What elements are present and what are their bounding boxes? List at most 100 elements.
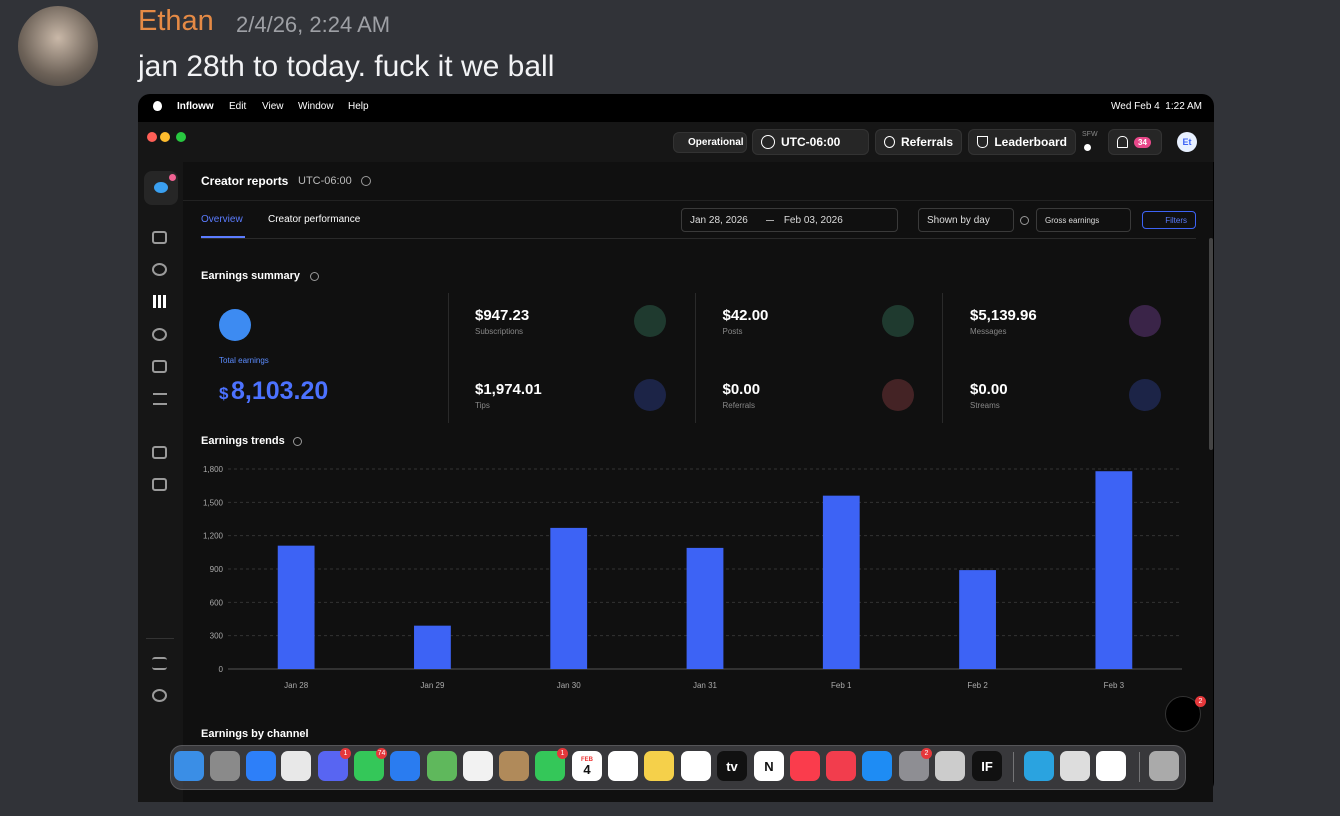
dock-app[interactable] xyxy=(463,751,493,781)
apple-logo xyxy=(153,101,162,111)
date-range[interactable]: Jan 28, 2026 Feb 03, 2026 xyxy=(681,208,898,232)
menu-clock: Wed Feb 4 1:22 AM xyxy=(1111,101,1202,112)
nav-contacts[interactable] xyxy=(152,446,167,459)
referrals-button[interactable]: Referrals xyxy=(875,129,962,155)
dock-app[interactable] xyxy=(174,751,204,781)
nav-analytics[interactable] xyxy=(152,360,167,373)
logo-mark xyxy=(154,182,168,193)
status-pill[interactable]: Operational xyxy=(673,132,747,153)
dock-app[interactable] xyxy=(427,751,457,781)
timestamp: 2/4/26, 2:24 AM xyxy=(236,12,391,37)
info-icon[interactable] xyxy=(310,272,319,281)
dock-app[interactable] xyxy=(390,751,420,781)
dock-app[interactable]: tv xyxy=(717,751,747,781)
dock-app[interactable] xyxy=(790,751,820,781)
nav-dashboard[interactable] xyxy=(152,231,167,244)
timezone-button[interactable]: UTC-06:00 xyxy=(752,129,869,155)
menu-app: Infloww xyxy=(177,101,214,112)
leaderboard-button[interactable]: Leaderboard xyxy=(968,129,1076,155)
sfw-toggle[interactable] xyxy=(1084,144,1091,151)
dock-app[interactable] xyxy=(1096,751,1126,781)
dock-separator xyxy=(1139,752,1140,782)
dock-app[interactable] xyxy=(935,751,965,781)
main-panel xyxy=(183,162,1213,802)
nav-documents[interactable] xyxy=(152,478,167,491)
dock-app[interactable] xyxy=(1024,751,1054,781)
bar xyxy=(414,625,451,669)
user-avatar[interactable]: Et xyxy=(1177,132,1197,152)
x-tick-label: Jan 30 xyxy=(557,681,582,690)
dock-app[interactable] xyxy=(862,751,892,781)
summary-icon xyxy=(881,379,914,411)
page-title: Creator reports xyxy=(201,174,289,188)
summary-value: $0.00 xyxy=(970,381,1008,398)
dock-app[interactable] xyxy=(608,751,638,781)
tab[interactable]: Creator performance xyxy=(268,214,361,225)
scrollbar[interactable] xyxy=(1209,238,1213,450)
nav-reports[interactable] xyxy=(153,295,167,308)
summary-value: $947.23 xyxy=(475,307,530,324)
section-title: Earnings summary xyxy=(201,270,301,282)
nav-messages[interactable] xyxy=(152,328,167,341)
minimize-button[interactable] xyxy=(160,132,170,142)
dock-app[interactable] xyxy=(499,751,529,781)
summary-divider xyxy=(448,293,449,423)
dock-app[interactable] xyxy=(826,751,856,781)
tabs-divider xyxy=(201,238,1196,239)
dock-app[interactable] xyxy=(1149,751,1179,781)
nav-help[interactable] xyxy=(152,689,167,702)
info-icon[interactable] xyxy=(361,176,371,186)
summary-icon xyxy=(1129,379,1161,411)
x-tick-label: Feb 2 xyxy=(967,681,988,690)
summary-divider xyxy=(695,293,696,423)
notification-count: 34 xyxy=(1134,136,1151,148)
menu-item[interactable]: Window xyxy=(298,101,334,112)
summary-value: $0.00 xyxy=(722,381,761,398)
nav-creators[interactable] xyxy=(152,263,167,276)
dock-app[interactable]: FEB 4 xyxy=(572,751,602,781)
dock-app[interactable]: IF xyxy=(972,751,1002,781)
menu-item[interactable]: Help xyxy=(348,101,369,112)
menu-item[interactable]: View xyxy=(262,101,284,112)
dock-app[interactable] xyxy=(210,751,240,781)
y-tick-label: 900 xyxy=(210,565,224,574)
dock-separator xyxy=(1013,752,1014,782)
close-button[interactable] xyxy=(147,132,157,142)
metric-select[interactable]: Gross earnings xyxy=(1036,208,1131,232)
dock-app[interactable] xyxy=(281,751,311,781)
zoom-button[interactable] xyxy=(176,132,186,142)
author[interactable]: Ethan xyxy=(138,5,214,37)
y-tick-label: 600 xyxy=(210,598,224,607)
dock-app-label: N xyxy=(764,758,774,774)
platform-logo xyxy=(219,309,251,341)
summary-label: Messages xyxy=(970,327,1007,336)
grouping-select[interactable]: Shown by day xyxy=(918,208,1014,232)
dock-app[interactable] xyxy=(644,751,674,781)
dock-app[interactable] xyxy=(681,751,711,781)
info-icon[interactable] xyxy=(1020,216,1029,225)
dock-app[interactable] xyxy=(1060,751,1090,781)
earnings-chart: 0 300 600 900 1,200 1,500 1,800 Jan 28 Jan 29 Jan… xyxy=(203,465,1182,690)
dock-app[interactable] xyxy=(246,751,276,781)
nav-transfers[interactable] xyxy=(153,393,167,405)
globe-icon xyxy=(761,135,775,149)
menu-item[interactable]: Edit xyxy=(229,101,247,112)
nav-settings[interactable] xyxy=(152,657,167,670)
tab-active[interactable]: Overview xyxy=(201,214,243,225)
dock-app[interactable]: N xyxy=(754,751,784,781)
sfw-label: SFW xyxy=(1082,131,1098,138)
filters-button[interactable]: Filters xyxy=(1142,211,1196,229)
x-tick-label: Feb 1 xyxy=(831,681,852,690)
bar xyxy=(550,527,588,669)
info-icon[interactable] xyxy=(293,437,302,446)
tab-underline xyxy=(201,236,245,238)
avatar[interactable] xyxy=(18,6,98,86)
summary-label: Streams xyxy=(970,401,1000,410)
total-label: Total earnings xyxy=(219,356,269,365)
total-currency: $ xyxy=(219,384,229,403)
status-text: Operational xyxy=(688,137,744,148)
notifications-button[interactable]: 34 xyxy=(1108,129,1162,155)
summary-icon xyxy=(634,379,666,411)
x-tick-label: Jan 29 xyxy=(420,681,445,690)
